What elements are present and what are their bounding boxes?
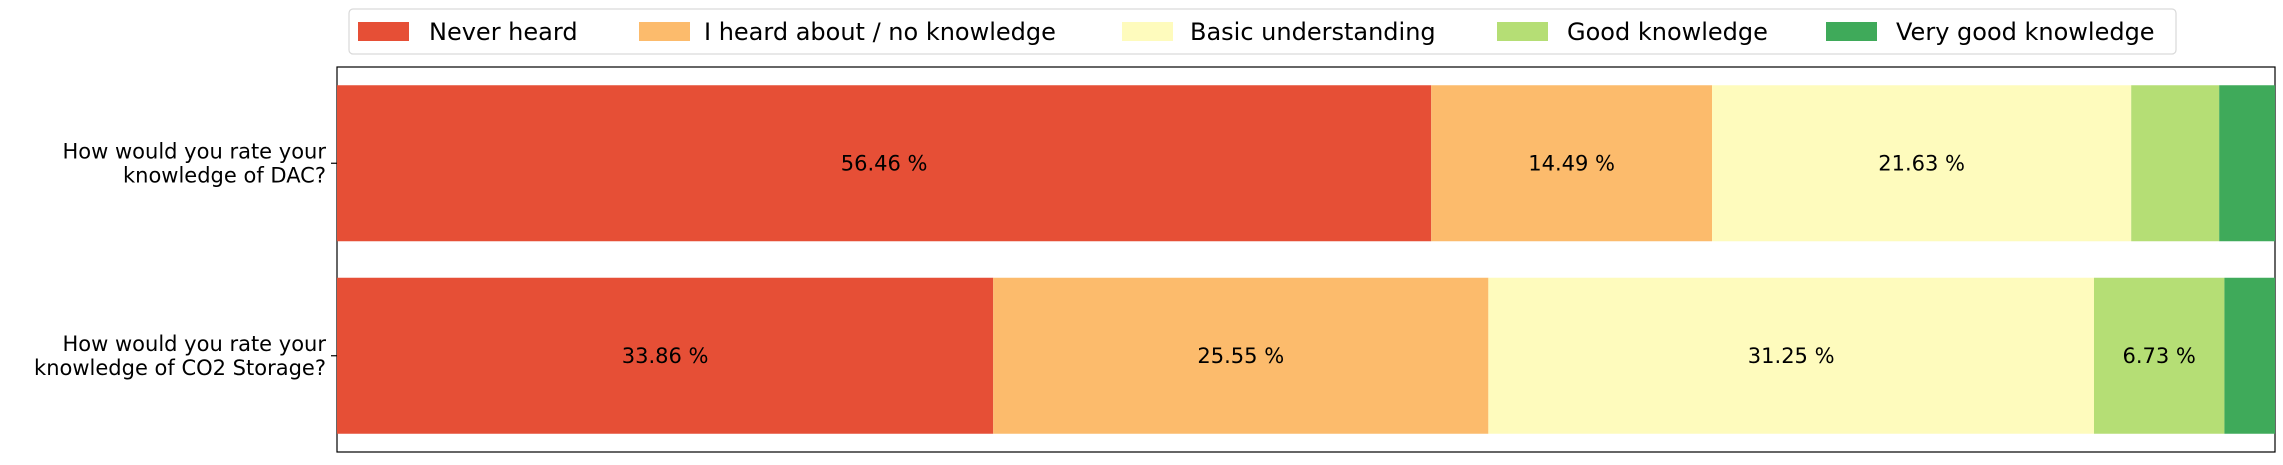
y-tick-label-1: How would you rate your knowledge of DAC? <box>63 140 327 188</box>
data-labels: 56.46 % 14.49 % 21.63 % 33.86 % 25.55 % 31.25… <box>622 151 2196 368</box>
data-label-basic-understanding-q1: 21.63 % <box>1878 151 1965 175</box>
data-label-basic-understanding-q2: 31.25 % <box>1748 344 1835 368</box>
legend-swatch-very-good-knowledge <box>1826 22 1877 41</box>
bar-i-heard-about-no-knowledge-q2 <box>993 277 1489 434</box>
data-label-never-heard-q2: 33.86 % <box>622 344 709 368</box>
bar-good-knowledge-q1 <box>2131 85 2220 242</box>
bar-basic-understanding-q2 <box>1488 277 2094 434</box>
legend-label-never-heard: Never heard <box>429 18 578 46</box>
data-label-i-heard-about-no-knowledge-q1: 14.49 % <box>1528 151 1615 175</box>
legend: Never heard I heard about / no knowledge B… <box>348 8 2177 55</box>
bar-very-good-knowledge-q2 <box>2224 277 2275 434</box>
y-tick-label-line: knowledge of DAC? <box>123 164 326 188</box>
legend-swatch-good-knowledge <box>1497 22 1548 41</box>
bar-i-heard-about-no-knowledge-q1 <box>1431 85 1713 242</box>
bar-basic-understanding-q1 <box>1712 85 2132 242</box>
bar-good-knowledge-q2 <box>2093 277 2225 434</box>
data-label-never-heard-q1: 56.46 % <box>841 151 928 175</box>
bar-never-heard-q2 <box>337 277 994 434</box>
bar-very-good-knowledge-q1 <box>2219 85 2275 242</box>
legend-swatch-i-heard-about-no-knowledge <box>639 22 690 41</box>
y-tick-label-line: How would you rate your <box>63 140 327 164</box>
data-label-i-heard-about-no-knowledge-q2: 25.55 % <box>1197 344 1284 368</box>
legend-swatch-never-heard <box>358 22 409 41</box>
legend-label-basic-understanding: Basic understanding <box>1190 18 1436 46</box>
y-axis: How would you rate your knowledge of DAC?… <box>34 140 337 380</box>
y-tick-label-line: knowledge of CO2 Storage? <box>34 356 326 380</box>
legend-swatch-basic-understanding <box>1122 22 1173 41</box>
y-tick-label-line: How would you rate your <box>63 332 327 356</box>
bar-never-heard-q1 <box>337 85 1432 242</box>
legend-frame <box>348 8 2177 55</box>
legend-label-good-knowledge: Good knowledge <box>1567 18 1768 46</box>
legend-label-i-heard-about-no-knowledge: I heard about / no knowledge <box>704 18 1056 46</box>
y-tick-label-2: How would you rate your knowledge of CO2 … <box>34 332 326 380</box>
plot-area-frame <box>336 66 2276 453</box>
data-label-good-knowledge-q2: 6.73 % <box>2123 344 2196 368</box>
bars <box>337 85 2275 434</box>
legend-label-very-good-knowledge: Very good knowledge <box>1896 18 2155 46</box>
